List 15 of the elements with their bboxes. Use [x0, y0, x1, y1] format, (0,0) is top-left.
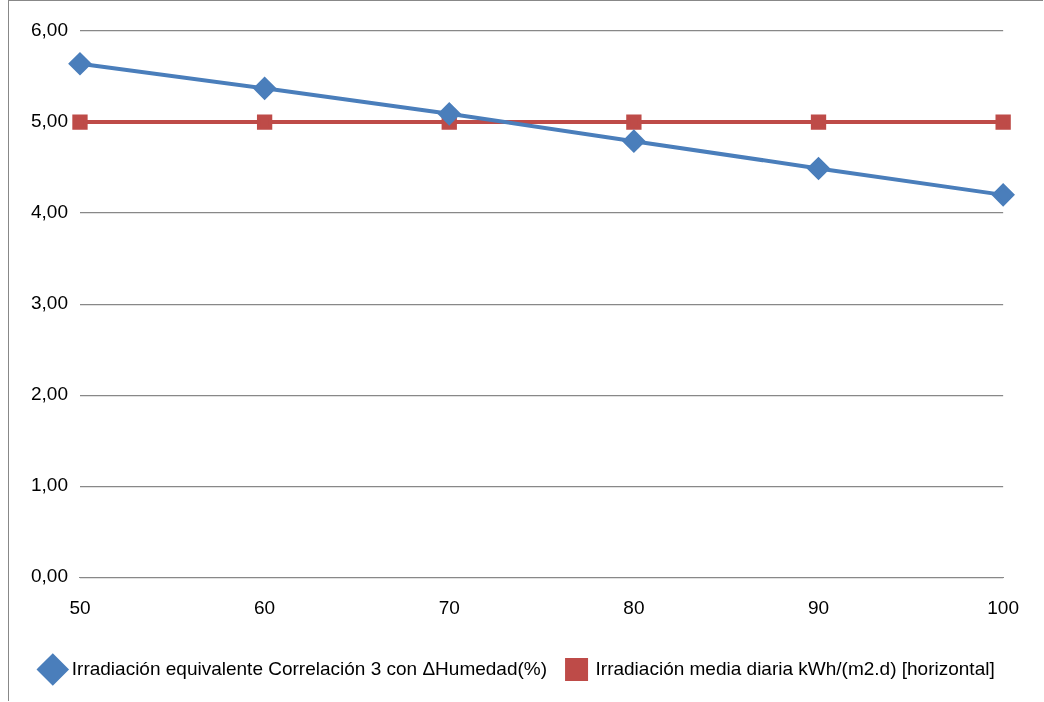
- y-tick-label: 5,00: [31, 110, 68, 132]
- y-tick-label: 3,00: [31, 292, 68, 314]
- y-tick-label: 0,00: [31, 565, 68, 587]
- x-tick-label: 80: [623, 596, 645, 618]
- y-tick-label: 1,00: [31, 474, 68, 496]
- legend-label: Irradiación media diaria kWh/(m2.d) [horizontal]: [595, 657, 995, 679]
- x-tick-label: 100: [987, 596, 1019, 618]
- y-tick-label: 4,00: [31, 201, 68, 223]
- y-tick-label: 2,00: [31, 383, 68, 405]
- legend-label: Irradiación equivalente Correlación 3 con ΔHumedad(%): [71, 657, 548, 679]
- x-tick-label: 50: [69, 596, 91, 618]
- x-tick-label: 70: [438, 596, 460, 618]
- x-tick-label: 90: [807, 596, 830, 618]
- x-tick-label: 60: [254, 596, 276, 618]
- y-tick-label: 6,00: [31, 19, 68, 41]
